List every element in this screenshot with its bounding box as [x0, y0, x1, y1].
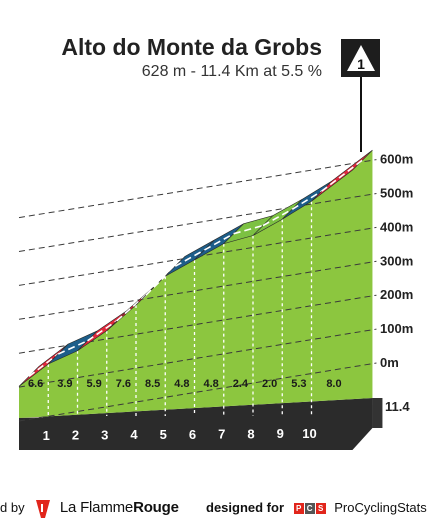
brand-light-text: La Flamme [59, 499, 134, 516]
y-tick-label: 0m [380, 355, 399, 370]
footer: d by La FlammeRouge designed for P C S P… [0, 495, 435, 521]
km-tick-label: 9 [277, 426, 284, 441]
gradient-label: 2.4 [233, 378, 249, 390]
pcs-letter-c: C [304, 503, 315, 515]
pcs-logo-icon: P C S [293, 503, 327, 515]
gradient-label: 4.8 [174, 378, 189, 390]
right-end-band [372, 398, 383, 428]
gradient-label: 4.8 [203, 378, 218, 390]
y-tick-label: 600m [380, 152, 413, 167]
band-centre-line [87, 320, 118, 342]
title-block: Alto do Monte da Grobs 628 m - 11.4 Km a… [61, 33, 322, 81]
base-band [19, 398, 373, 450]
footer-prefix: d by [0, 500, 25, 515]
footer-designed-for: designed for P C S ProCyclingStats [206, 500, 427, 515]
category-triangle-icon [347, 45, 375, 71]
gridline [18, 328, 377, 388]
km-tick-label: 3 [101, 427, 108, 442]
band-centre-line [116, 294, 147, 322]
band-centre-line [174, 249, 205, 267]
band-centre-line [291, 190, 322, 210]
km-tick-label: 4 [130, 427, 138, 442]
km-tick-label: 6 [189, 427, 196, 442]
category-label: 1 [357, 56, 365, 72]
gradient-label: 3.9 [57, 378, 72, 390]
km-tick-label: 2 [72, 428, 79, 443]
gridline [18, 193, 377, 252]
summit-marker: 1 [341, 39, 380, 152]
gradient-label: 2.0 [262, 378, 277, 390]
footer-credit: d by La FlammeRouge [0, 499, 179, 518]
km-tick-label: 1 [43, 428, 50, 443]
band-centre-line [262, 208, 293, 227]
end-distance-label: 11.4 [385, 399, 410, 414]
pcs-brand-link[interactable]: ProCyclingStats [334, 500, 427, 515]
y-tick-label: 300m [380, 253, 413, 268]
y-tick-label: 500m [380, 186, 413, 201]
brand-bold-text: Rouge [133, 499, 179, 516]
designed-for-label: designed for [206, 500, 285, 515]
gradient-label: 5.3 [291, 378, 306, 390]
la-flamme-rouge-logo-icon [36, 499, 51, 518]
y-tick-label: 200m [380, 287, 413, 302]
gradient-band [18, 149, 373, 387]
gridline [18, 159, 377, 219]
climb-subtitle: 628 m - 11.4 Km at 5.5 % [141, 63, 322, 80]
gradient-label: 8.0 [326, 378, 341, 390]
km-dividers [47, 201, 313, 416]
pcs-letter-s: S [315, 503, 326, 515]
pcs-letter-p: P [293, 503, 304, 515]
climb-title: Alto do Monte da Grobs [61, 34, 322, 60]
km-tick-label: 5 [160, 427, 167, 442]
km-tick-label: 10 [302, 426, 316, 441]
gridline [18, 260, 377, 320]
band-centre-line [233, 224, 264, 235]
y-tick-label: 400m [380, 219, 413, 234]
la-flamme-rouge-brand[interactable]: La FlammeRouge [60, 499, 179, 516]
band-centre-line [321, 159, 363, 192]
km-tick-label: 8 [247, 426, 254, 441]
band-centre-line [57, 340, 88, 355]
band-centre-line [28, 353, 59, 378]
band-centre-line [204, 232, 235, 251]
profile-labels: 0m 100m 200m 300m 400m 500m 600m 6.6 3.9 5.9 7.6 8.… [28, 152, 413, 443]
gridline [18, 362, 377, 422]
gradient-label: 6.6 [28, 378, 43, 390]
gradient-label: 5.9 [86, 378, 101, 390]
y-tick-label: 100m [380, 321, 413, 336]
km-tick-label: 7 [218, 427, 225, 442]
gradient-label: 7.6 [116, 378, 131, 390]
elevation-profile-chart: 0m 100m 200m 300m 400m 500m 600m 6.6 3.9 5.9 7.6 8.… [18, 39, 413, 450]
altitude-gridlines [18, 159, 377, 422]
gradient-label: 8.5 [145, 378, 160, 390]
